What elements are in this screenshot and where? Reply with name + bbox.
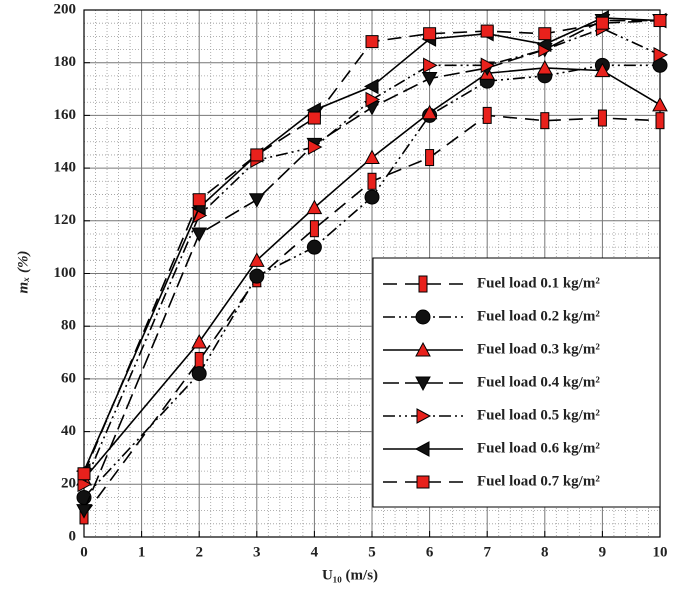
marker [538,27,552,41]
marker [480,57,496,74]
y-tick-label: 60 [61,370,76,386]
marker [423,57,438,74]
marker [421,72,438,87]
marker [416,408,432,424]
x-tick-label: 7 [483,544,491,560]
marker [414,441,430,457]
marker [194,351,204,369]
marker [423,27,437,41]
marker [307,139,323,155]
legend-label: Fuel load 0.1 kg/m² [477,275,600,291]
legend-label: Fuel load 0.5 kg/m² [477,407,600,423]
marker [250,148,264,162]
x-tick-label: 2 [195,544,203,560]
y-axis-label: mₓ (%) [15,250,31,293]
y-tick-label: 120 [54,212,77,228]
marker [77,467,91,481]
marker [77,476,93,493]
marker [415,341,431,357]
y-tick-label: 180 [54,54,77,70]
marker [367,172,377,190]
marker [306,239,322,255]
marker [425,149,435,167]
series-line [83,114,661,517]
x-tick-label: 1 [138,544,146,560]
marker [365,35,379,49]
series-line [83,19,661,475]
marker [416,475,430,489]
marker [365,91,381,108]
marker [415,376,431,392]
marker [594,62,611,78]
x-tick-label: 4 [311,544,319,560]
y-tick-label: 80 [61,318,76,334]
marker [540,112,550,130]
series-line [83,27,661,485]
legend: Fuel load 0.1 kg/m² Fuel load 0.2 kg/m² Fu… [372,257,661,508]
marker [597,109,607,127]
x-tick-label: 9 [599,544,607,560]
y-tick-label: 20 [61,476,76,492]
marker [655,112,665,130]
series-line [83,19,660,511]
legend-label: Fuel load 0.7 kg/m² [477,473,600,489]
marker [363,78,379,95]
marker [249,268,265,284]
marker [306,199,323,215]
marker [364,149,380,165]
y-tick-label: 0 [69,528,77,544]
marker [76,504,92,519]
marker [309,220,319,238]
marker [536,59,553,75]
x-tick-label: 10 [653,544,668,560]
marker [415,309,431,325]
marker [480,24,494,38]
marker [652,96,668,112]
legend-label: Fuel load 0.2 kg/m² [477,308,600,324]
legend-label: Fuel load 0.4 kg/m² [477,374,600,390]
x-tick-label: 0 [80,544,88,560]
marker [595,16,609,30]
series-line [83,17,661,472]
marker [191,366,207,382]
marker [192,193,206,207]
x-axis-label: U₁₀ (m/s) [322,567,378,583]
marker [482,106,492,124]
marker [248,193,265,208]
marker [364,189,380,205]
series-line [83,67,661,480]
marker [418,275,428,293]
marker [191,333,208,349]
legend-label: Fuel load 0.3 kg/m² [477,341,600,357]
marker [421,104,438,120]
x-tick-label: 8 [541,544,549,560]
y-tick-label: 100 [54,265,77,281]
marker [307,111,321,125]
marker [536,36,552,53]
x-tick-label: 3 [253,544,261,560]
x-tick-label: 6 [426,544,434,560]
marker [248,252,265,267]
legend-label: Fuel load 0.6 kg/m² [477,440,600,456]
marker [653,46,669,63]
y-tick-label: 200 [54,1,77,17]
x-tick-label: 5 [368,544,376,560]
marker [191,227,208,243]
y-tick-label: 160 [54,107,77,123]
y-tick-label: 140 [54,160,77,176]
series-line [83,64,660,499]
marker [653,14,667,28]
y-tick-label: 40 [61,423,76,439]
